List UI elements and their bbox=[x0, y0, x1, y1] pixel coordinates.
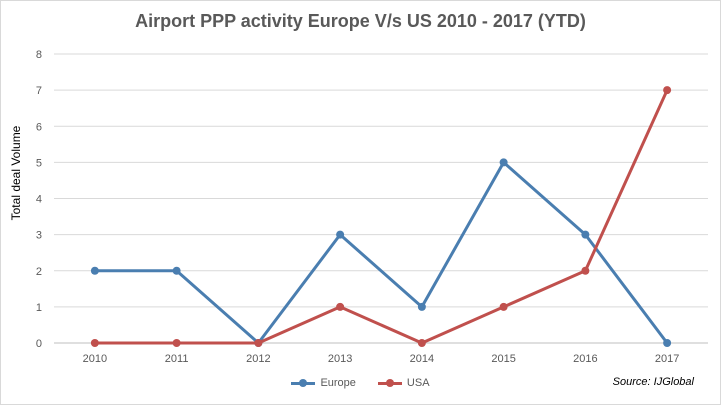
y-tick-label: 7 bbox=[36, 85, 42, 97]
legend-item-usa: USA bbox=[377, 377, 430, 389]
x-tick-label: 2011 bbox=[165, 353, 189, 365]
data-point-europe bbox=[663, 339, 672, 347]
y-tick-label: 4 bbox=[36, 194, 42, 206]
data-point-usa bbox=[417, 339, 426, 347]
data-point-europe bbox=[581, 230, 590, 239]
y-tick-label: 1 bbox=[36, 302, 42, 314]
legend-swatch-europe bbox=[291, 378, 316, 387]
data-point-europe bbox=[172, 266, 181, 275]
data-point-europe bbox=[499, 158, 508, 167]
series-line-usa bbox=[93, 88, 669, 345]
data-point-usa bbox=[336, 302, 345, 311]
x-tick-label: 2012 bbox=[246, 353, 270, 365]
legend: Europe USA bbox=[1, 377, 720, 389]
y-tick-label: 0 bbox=[36, 338, 42, 350]
y-tick-label: 3 bbox=[36, 230, 42, 242]
x-tick-label: 2010 bbox=[83, 353, 107, 365]
x-tick-label: 2013 bbox=[328, 353, 352, 365]
y-tick-label: 2 bbox=[36, 266, 42, 278]
data-point-usa bbox=[499, 302, 508, 311]
data-point-europe bbox=[417, 302, 426, 311]
legend-label-usa: USA bbox=[406, 377, 430, 389]
x-tick-label: 2015 bbox=[491, 353, 515, 365]
data-point-europe bbox=[90, 266, 99, 275]
source-note: Source: IJGlobal bbox=[612, 376, 694, 388]
y-tick-label: 6 bbox=[36, 121, 42, 133]
data-point-usa bbox=[581, 266, 590, 275]
legend-item-europe: Europe bbox=[291, 377, 356, 389]
series-line-europe bbox=[93, 160, 669, 345]
data-point-usa bbox=[663, 86, 672, 95]
x-tick-label: 2016 bbox=[573, 353, 597, 365]
data-point-usa bbox=[254, 339, 263, 347]
legend-label-europe: Europe bbox=[320, 377, 356, 389]
x-tick-label: 2014 bbox=[410, 353, 434, 365]
chart-title: Airport PPP activity Europe V/s US 2010 … bbox=[135, 11, 586, 31]
data-point-europe bbox=[336, 230, 345, 239]
y-tick-label: 5 bbox=[36, 157, 42, 169]
data-point-usa bbox=[172, 339, 181, 347]
legend-swatch-usa bbox=[377, 378, 402, 387]
y-tick-label: 8 bbox=[36, 49, 42, 61]
data-point-usa bbox=[90, 339, 99, 347]
x-tick-label: 2017 bbox=[655, 353, 679, 365]
